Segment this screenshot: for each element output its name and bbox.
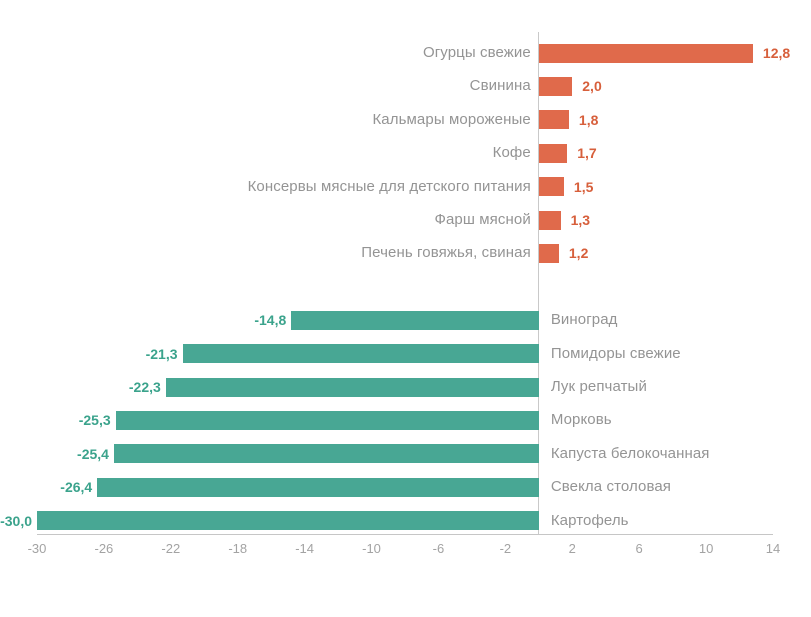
- bar: [538, 177, 564, 197]
- zero-baseline: [538, 32, 540, 534]
- category-label: Кальмары мороженые: [372, 110, 531, 128]
- value-label: -30,0: [0, 512, 32, 529]
- value-label: -22,3: [128, 379, 161, 395]
- category-label: Картофель: [550, 511, 629, 529]
- category-label: Свинина: [469, 77, 531, 95]
- bar: [538, 43, 753, 63]
- category-label: Морковь: [550, 411, 612, 429]
- bar: [115, 410, 539, 430]
- category-label: Виноград: [550, 311, 618, 329]
- category-label: Капуста белокочанная: [550, 444, 710, 462]
- x-tick-label: -22: [161, 541, 181, 556]
- value-label: 1,7: [577, 145, 597, 162]
- value-label: -25,4: [77, 445, 109, 462]
- bar: [37, 511, 539, 531]
- value-label: 1,2: [568, 245, 589, 262]
- x-tick-label: -14: [295, 541, 315, 556]
- bar: [538, 76, 573, 96]
- value-label: 1,5: [573, 178, 594, 195]
- value-label: -25,3: [78, 412, 111, 429]
- category-label: Свекла столовая: [550, 478, 672, 496]
- x-tick-label: -2: [499, 541, 512, 556]
- x-tick-label: 6: [635, 541, 643, 556]
- x-tick-label: 2: [568, 541, 576, 556]
- category-label: Кофе: [492, 144, 531, 162]
- x-tick-label: 10: [698, 541, 714, 556]
- x-tick-label: -10: [362, 541, 381, 556]
- x-tick-label: -30: [27, 541, 47, 556]
- category-label: Огурцы свежие: [422, 44, 531, 61]
- bar: [182, 344, 539, 364]
- bar: [538, 110, 569, 130]
- value-label: 2,0: [582, 78, 602, 95]
- bar: [291, 310, 539, 330]
- x-tick-label: -26: [94, 541, 114, 556]
- category-label: Помидоры свежие: [550, 344, 681, 362]
- value-label: 12,8: [762, 45, 791, 61]
- value-label: 1,3: [570, 212, 591, 228]
- category-label: Фарш мясной: [434, 211, 531, 228]
- bar: [165, 377, 539, 397]
- value-label: -26,4: [60, 479, 93, 496]
- value-label: 1,8: [578, 111, 599, 128]
- x-tick-label: -18: [228, 541, 248, 556]
- bar: [97, 477, 539, 497]
- bar: [538, 210, 561, 230]
- category-label: Печень говяжья, свиная: [361, 244, 531, 262]
- bar: [113, 444, 539, 464]
- category-label: Лук репчатый: [550, 378, 647, 395]
- x-axis-line: [37, 534, 773, 535]
- x-tick-label: 14: [765, 541, 781, 556]
- category-label: Консервы мясные для детского питания: [247, 177, 531, 195]
- bar: [538, 243, 559, 263]
- value-label: -14,8: [254, 312, 287, 329]
- x-tick-label: -6: [432, 541, 445, 556]
- bar: [538, 143, 568, 163]
- value-label: -21,3: [145, 345, 178, 362]
